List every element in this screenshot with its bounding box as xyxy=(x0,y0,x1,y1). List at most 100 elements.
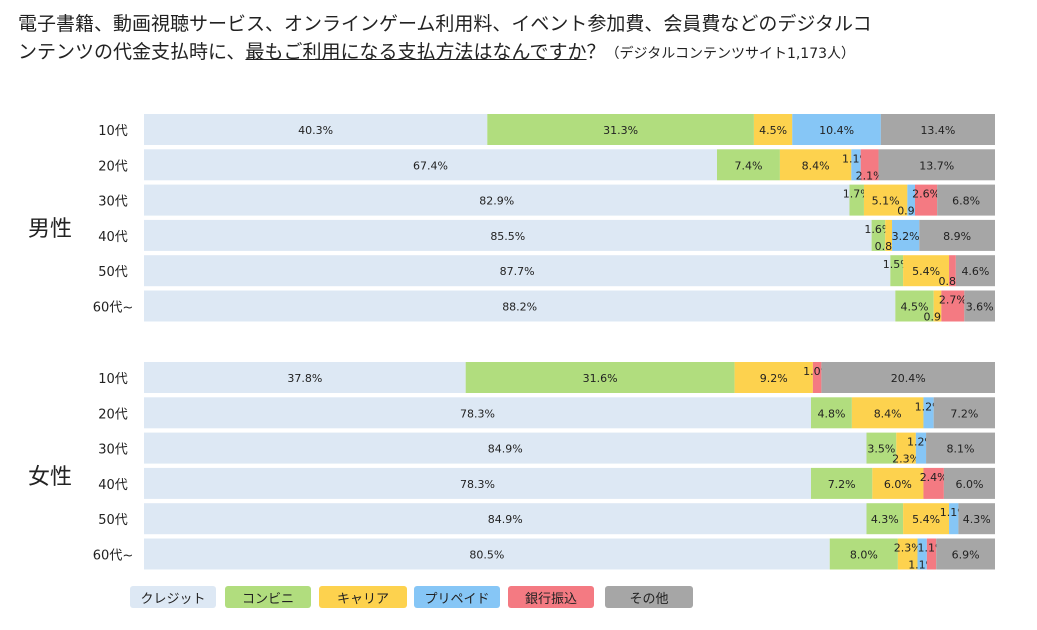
data-label: 4.5% xyxy=(901,301,929,314)
data-label: 13.7% xyxy=(919,159,954,172)
data-label: 5.4% xyxy=(912,265,940,278)
title-sample-note: （デジタルコンテンツサイト1,173人） xyxy=(605,46,856,62)
bar-segment-credit xyxy=(144,255,891,287)
data-label: 8.4% xyxy=(874,407,902,420)
bar-segment-convenience xyxy=(811,397,852,429)
data-label: 40.3% xyxy=(298,124,333,137)
legend-label-carrier: キャリア xyxy=(336,591,389,607)
data-label: 7.4% xyxy=(734,159,762,172)
bar-segment-convenience xyxy=(890,255,904,287)
bar-segment-credit xyxy=(144,538,830,570)
category-label: 30代 xyxy=(98,195,128,210)
data-label: 4.3% xyxy=(963,513,991,526)
legend-label-other: その他 xyxy=(629,591,669,607)
bar-segment-carrier xyxy=(872,467,924,499)
data-label: 4.3% xyxy=(871,513,899,526)
bar-segment-other xyxy=(943,467,995,499)
data-label: 1.7% xyxy=(843,188,871,201)
category-label: 10代 xyxy=(98,124,128,139)
data-label: 4.8% xyxy=(817,407,845,420)
data-label: 67.4% xyxy=(413,159,448,172)
data-label: 2.3% xyxy=(894,542,922,555)
bar-segment-bank-transfer xyxy=(915,184,938,216)
bar-segment-other xyxy=(880,114,995,145)
category-label: 50代 xyxy=(98,265,128,280)
legend-carrier: キャリア xyxy=(319,586,407,608)
category-label: 50代 xyxy=(98,513,128,528)
legend-convenience: コンビニ xyxy=(225,586,311,608)
category-label: 20代 xyxy=(98,159,128,174)
bar-segment-other xyxy=(878,149,995,181)
data-label: 2.7% xyxy=(939,294,967,307)
bar-segment-credit xyxy=(144,467,811,499)
bar-segment-convenience xyxy=(866,503,904,535)
bar-segment-convenience xyxy=(866,432,897,464)
legend-credit: クレジット xyxy=(130,586,216,608)
legend-label-bank-transfer: 銀行振込 xyxy=(524,591,577,607)
title-line-2: ンテンツの代金支払時に、最もご利用になる支払方法はなんですか？（デジタルコンテン… xyxy=(18,38,1028,68)
bar-segment-other xyxy=(955,255,995,287)
bar-segment-convenience xyxy=(849,184,864,216)
data-label: 8.9% xyxy=(943,230,971,243)
data-label: 82.9% xyxy=(479,195,514,208)
bar-segment-credit xyxy=(144,219,872,251)
data-label: 7.2% xyxy=(828,478,856,491)
bar-segment-bank-transfer xyxy=(949,255,956,287)
data-label: 13.4% xyxy=(920,124,955,137)
data-label: 78.3% xyxy=(460,407,495,420)
bar-segment-other xyxy=(958,503,995,535)
bar-segment-carrier xyxy=(779,149,852,181)
data-label: 87.7% xyxy=(500,265,535,278)
title-question: 最もご利用になる支払方法はなんですか xyxy=(245,41,587,63)
bar-segment-credit xyxy=(144,290,896,322)
data-label: 10.4% xyxy=(819,124,854,137)
bar-segment-prepaid xyxy=(949,503,959,535)
category-label: 30代 xyxy=(98,443,128,458)
bar-segment-carrier xyxy=(753,114,793,145)
bar-segment-bank-transfer xyxy=(812,362,822,393)
data-label: 84.9% xyxy=(488,513,523,526)
data-label: 2.4% xyxy=(920,471,948,484)
bar-segment-carrier xyxy=(734,362,813,393)
bar-segment-convenience xyxy=(811,467,873,499)
data-label: 88.2% xyxy=(502,301,537,314)
bar-segment-credit xyxy=(144,432,867,464)
data-label: 31.6% xyxy=(583,372,618,385)
data-label: 5.4% xyxy=(912,513,940,526)
bar-segment-prepaid xyxy=(923,397,934,429)
bar-segment-other xyxy=(919,219,995,251)
bar-segment-other xyxy=(936,538,995,570)
data-label: 4.6% xyxy=(961,265,989,278)
data-label: 3.5% xyxy=(867,443,895,456)
bar-segment-bank-transfer xyxy=(926,538,937,570)
category-label: 10代 xyxy=(98,372,128,387)
bar-segment-convenience xyxy=(895,290,934,322)
bar-segment-carrier xyxy=(885,219,893,251)
bar-segment-carrier xyxy=(896,432,916,464)
data-label: 78.3% xyxy=(460,478,495,491)
title-question-mark: ？ xyxy=(586,41,606,63)
category-label: 60代~ xyxy=(93,301,133,316)
data-label: 37.8% xyxy=(287,372,322,385)
bar-segment-prepaid xyxy=(907,184,916,216)
data-label: 20.4% xyxy=(891,372,926,385)
category-label: 40代 xyxy=(98,230,128,245)
bar-segment-carrier xyxy=(903,503,950,535)
legend-label-credit: クレジット xyxy=(140,591,206,607)
bar-segment-credit xyxy=(144,362,466,393)
bar-segment-convenience xyxy=(487,114,754,145)
bar-segment-prepaid xyxy=(917,538,927,570)
legend-label-convenience: コンビニ xyxy=(241,591,294,607)
title-line-2-start: ンテンツの代金支払時に、 xyxy=(18,41,246,63)
bar-segment-bank-transfer xyxy=(860,149,879,181)
legend-label-prepaid: プリペイド xyxy=(424,591,490,607)
bar-segment-prepaid xyxy=(915,432,927,464)
bar-segment-other xyxy=(821,362,995,393)
data-label: 9.2% xyxy=(760,372,788,385)
bar-segment-convenience xyxy=(829,538,898,570)
bar-segment-credit xyxy=(144,114,488,145)
bar-segment-other xyxy=(933,397,995,429)
data-label: 8.1% xyxy=(947,443,975,456)
legend-prepaid: プリペイド xyxy=(414,586,500,608)
